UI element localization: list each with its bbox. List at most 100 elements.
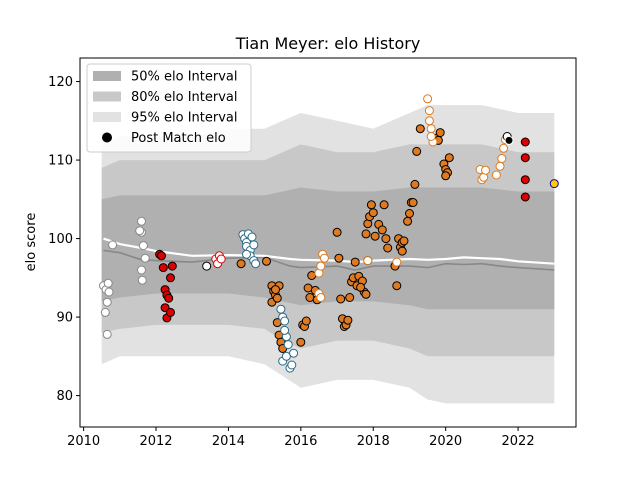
post-match-point <box>405 209 414 218</box>
legend-swatch <box>102 132 112 143</box>
post-match-point <box>247 232 257 242</box>
post-match-point <box>412 146 422 156</box>
x-tick-label: 2020 <box>429 434 462 449</box>
post-match-point <box>379 200 389 210</box>
legend-label: Post Match elo <box>131 131 226 146</box>
post-match-point <box>435 128 445 138</box>
x-tick-label: 2018 <box>357 434 390 449</box>
y-tick-label: 100 <box>48 232 73 247</box>
plot-frame <box>79 57 577 428</box>
post-match-point <box>424 116 434 126</box>
post-match-point <box>316 293 326 302</box>
post-match-point <box>520 153 530 163</box>
post-match-point <box>345 293 355 302</box>
post-match-point <box>415 124 425 134</box>
post-match-point <box>392 281 402 291</box>
post-match-point <box>276 304 286 314</box>
post-match-point <box>392 257 402 267</box>
post-match-point <box>202 261 212 271</box>
post-match-point <box>336 294 346 304</box>
post-match-point <box>137 275 147 285</box>
post-match-point <box>242 249 251 259</box>
post-match-point <box>100 307 110 317</box>
post-match-point <box>399 236 409 246</box>
post-match-point <box>426 124 436 134</box>
post-match-point <box>424 106 434 116</box>
legend: 50% elo Interval 80% elo Interval 95% elo … <box>86 63 252 153</box>
post-match-point <box>397 246 407 256</box>
x-tick-label: 2014 <box>212 434 245 449</box>
post-match-point <box>289 348 299 358</box>
post-match-point <box>104 287 114 297</box>
post-match-point <box>137 265 146 275</box>
post-match-point <box>287 360 297 370</box>
post-match-point <box>377 225 387 235</box>
post-match-point <box>549 179 559 189</box>
post-match-point <box>363 256 373 266</box>
plot-area <box>99 94 559 404</box>
legend-label: 95% elo Interval <box>131 111 238 126</box>
post-match-point <box>366 200 376 210</box>
band-50-interval <box>101 187 555 310</box>
post-match-point <box>102 297 112 307</box>
post-match-point <box>361 289 371 299</box>
post-match-point <box>283 340 293 350</box>
post-match-point <box>271 285 280 295</box>
legend-box <box>86 63 252 153</box>
x-axis: 2010 2012 2014 2016 2018 2020 2022 <box>67 427 535 449</box>
legend-swatch <box>93 91 121 102</box>
post-match-point <box>137 216 146 226</box>
x-tick-label: 2016 <box>284 434 317 449</box>
legend-label: 80% elo Interval <box>131 90 238 105</box>
post-match-point <box>343 315 353 325</box>
post-match-point <box>108 240 118 250</box>
post-match-point <box>520 137 530 147</box>
x-tick-label: 2010 <box>67 434 100 449</box>
legend-label: 50% elo Interval <box>131 70 238 85</box>
post-match-point <box>441 171 451 181</box>
legend-swatch <box>93 112 121 122</box>
post-match-point <box>426 132 436 141</box>
post-match-point <box>166 307 175 317</box>
post-match-point <box>280 325 290 335</box>
interval-bands <box>101 105 555 404</box>
post-match-point <box>356 282 366 292</box>
post-match-point <box>157 251 166 261</box>
post-match-point <box>423 94 433 104</box>
post-match-point <box>280 316 290 326</box>
y-axis: 80 90 100 110 120 <box>48 75 80 404</box>
post-match-point <box>135 226 145 236</box>
post-match-point <box>334 253 344 263</box>
post-match-point <box>403 216 413 226</box>
post-match-point <box>381 234 391 244</box>
post-match-point <box>499 143 509 153</box>
post-match-point <box>140 253 150 263</box>
post-match-point <box>166 273 175 283</box>
post-match-point <box>361 229 371 239</box>
post-match-point <box>216 254 226 264</box>
y-tick-label: 120 <box>48 75 73 90</box>
post-match-point <box>249 240 259 250</box>
post-match-point <box>167 261 177 271</box>
post-match-point <box>410 179 420 189</box>
post-match-point <box>236 259 246 269</box>
post-match-point <box>350 257 360 267</box>
y-tick-label: 110 <box>48 154 73 169</box>
post-match-point <box>481 165 490 175</box>
post-match-point <box>383 243 393 253</box>
post-match-point <box>301 316 311 326</box>
x-tick-label: 2022 <box>502 434 535 449</box>
post-match-point <box>102 329 112 339</box>
post-match-point <box>520 175 530 185</box>
chart-title: Tian Meyer: elo History <box>235 34 421 53</box>
mean-elo-line <box>103 249 555 271</box>
post-match-point <box>444 153 454 163</box>
post-match-point <box>504 135 514 145</box>
post-match-point <box>491 170 501 180</box>
y-tick-label: 80 <box>56 389 73 404</box>
post-match-point <box>408 198 418 207</box>
post-match-point <box>138 241 148 251</box>
x-tick-label: 2012 <box>139 434 172 449</box>
post-match-point <box>164 293 174 303</box>
y-tick-label: 90 <box>56 311 73 326</box>
